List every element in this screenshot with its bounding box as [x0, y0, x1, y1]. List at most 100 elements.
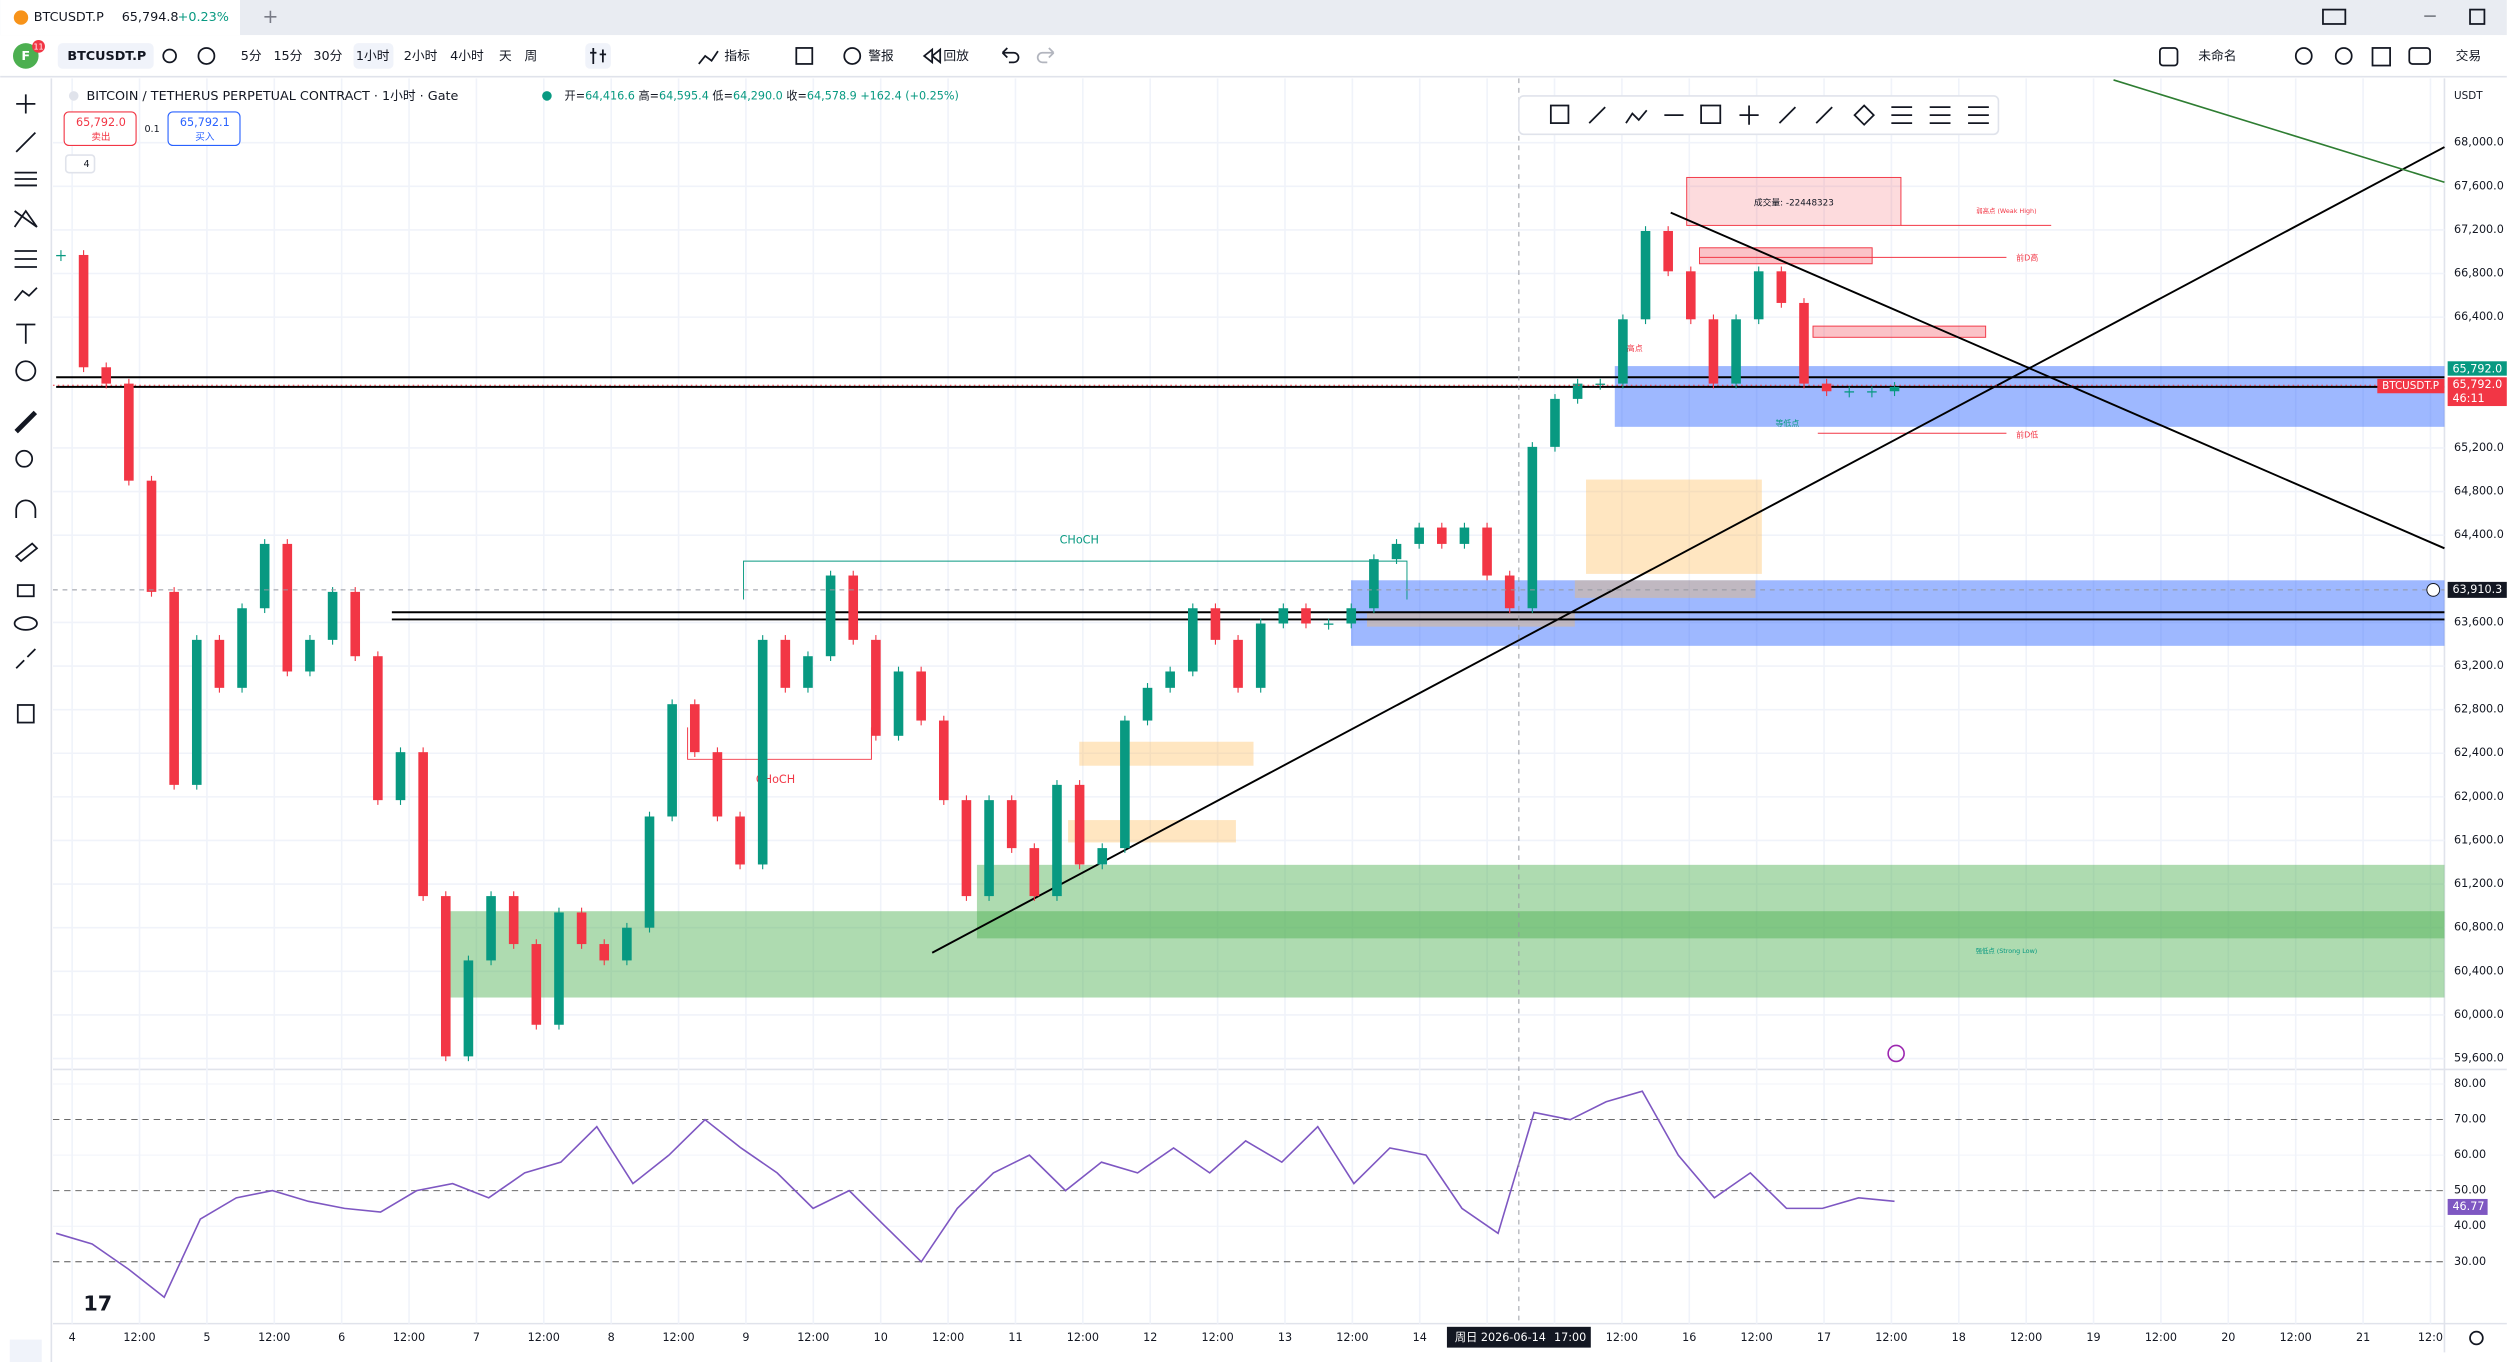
interval-button[interactable]: 15分: [273, 49, 302, 64]
alert-icon: [843, 47, 862, 65]
redo[interactable]: [1036, 47, 1055, 64]
tv-logo[interactable]: 17: [83, 1291, 112, 1315]
time-tick-label: 12:00: [258, 1331, 290, 1344]
pattern-tool[interactable]: [13, 209, 38, 228]
time-tick-label: 16: [1682, 1331, 1696, 1344]
watchlist-toggle[interactable]: [9, 1339, 42, 1362]
time-tick-label: 12:0: [2418, 1331, 2443, 1344]
chart-type[interactable]: [585, 43, 611, 69]
lock-tool[interactable]: [16, 584, 35, 598]
trendline[interactable]: [1670, 211, 2445, 550]
ohlc-label: 开=: [565, 90, 586, 103]
alert-button[interactable]: 警报: [868, 48, 894, 64]
symbol-search[interactable]: [57, 43, 154, 69]
interval-button[interactable]: 1小时: [356, 49, 390, 64]
order-block[interactable]: [1614, 366, 2445, 427]
equal-lows-label: 等低点: [1775, 418, 1799, 428]
new-tab[interactable]: +: [262, 5, 278, 28]
rsi-tick-label: 80.00: [2454, 1077, 2486, 1090]
zoom-tool[interactable]: [15, 449, 34, 468]
trendline[interactable]: [2113, 79, 2445, 184]
candle-body: [305, 639, 315, 672]
time-tick-label: 12:00: [393, 1331, 425, 1344]
indicators-count: 4: [83, 159, 89, 170]
compare-icon[interactable]: [162, 48, 177, 64]
fvg-zone[interactable]: [1068, 820, 1236, 843]
candle-body: [667, 704, 677, 817]
interval-button[interactable]: 5分: [241, 49, 262, 64]
interval-button[interactable]: 2小时: [404, 49, 438, 64]
icon-tool[interactable]: [15, 360, 37, 382]
snapshot[interactable]: [2408, 47, 2431, 65]
candle-body: [1753, 271, 1764, 320]
quantity[interactable]: 0.1: [144, 124, 159, 135]
time-tick-label: 12:00: [1606, 1331, 1638, 1344]
fvg-zone[interactable]: [1586, 479, 1762, 574]
delete-tool[interactable]: [16, 704, 35, 724]
weak-high-label: 弱高点 (Weak High): [1976, 206, 2036, 215]
trendline[interactable]: [931, 146, 2445, 954]
hide-tool[interactable]: [13, 616, 38, 631]
price-tick-label: 59,600.0: [2454, 1052, 2504, 1065]
brush-tool[interactable]: [13, 287, 38, 302]
text-tool[interactable]: [16, 323, 36, 344]
link-tool[interactable]: [15, 648, 36, 669]
interval-button[interactable]: 天: [499, 49, 512, 64]
fullscreen[interactable]: [2371, 47, 2391, 67]
indicators-button[interactable]: 指标: [724, 49, 750, 64]
window-icon[interactable]: [2322, 8, 2347, 25]
fib-tool[interactable]: [14, 171, 37, 187]
price-tick-label: 60,400.0: [2454, 964, 2504, 977]
choch-line[interactable]: [687, 727, 872, 760]
symbol-tag-box: [2377, 378, 2445, 394]
event-marker[interactable]: [1887, 1044, 1905, 1063]
cursor-tool[interactable]: [16, 94, 36, 114]
add-alert-button[interactable]: [2426, 583, 2441, 597]
layout-icon[interactable]: [2159, 47, 2179, 67]
undo[interactable]: [1001, 47, 1020, 64]
candle-body: [169, 591, 179, 785]
badge-count: 11: [33, 42, 43, 51]
demand-zone[interactable]: [443, 911, 2445, 998]
window-maximize[interactable]: [2469, 8, 2486, 25]
interval-button[interactable]: 4小时: [450, 49, 484, 64]
measure-tool[interactable]: [14, 410, 38, 434]
avatar[interactable]: [12, 43, 39, 69]
trade-button[interactable]: 交易: [2456, 48, 2482, 64]
prev-day-low-label: 前D低: [2016, 429, 2038, 439]
indicators-toggle[interactable]: [64, 154, 96, 174]
lock-drawing-tool[interactable]: [14, 542, 39, 563]
candle-body: [1731, 319, 1741, 384]
add-symbol[interactable]: [197, 47, 216, 65]
tab[interactable]: [0, 0, 240, 36]
interval-button[interactable]: 30分: [313, 49, 342, 64]
time-settings[interactable]: [2469, 1330, 2484, 1346]
magnet-tool[interactable]: [15, 499, 37, 518]
sell-button[interactable]: [63, 111, 137, 147]
supply-box[interactable]: [1812, 325, 1987, 338]
last-price-box: [2447, 361, 2507, 376]
fvg-zone[interactable]: [1574, 580, 1756, 598]
supply-box[interactable]: [1699, 247, 1873, 265]
templates-icon[interactable]: [795, 47, 814, 65]
trendline-tool[interactable]: [15, 132, 36, 153]
projection-tool[interactable]: [14, 250, 37, 268]
window-minimize[interactable]: —: [2424, 8, 2437, 23]
demand-zone[interactable]: [976, 864, 2445, 939]
choch-line[interactable]: [743, 560, 1408, 600]
layout-name[interactable]: 未命名: [2198, 48, 2236, 64]
time-tick-label: 12:00: [2145, 1331, 2177, 1344]
candle-body: [101, 367, 112, 384]
replay-button[interactable]: 回放: [943, 49, 969, 64]
currency[interactable]: USDT: [2454, 90, 2483, 102]
candle-body: [486, 896, 496, 961]
settings[interactable]: [2334, 47, 2353, 65]
palette-tools[interactable]: [1549, 104, 1989, 126]
interval-button[interactable]: 周: [525, 49, 538, 64]
fvg-zone[interactable]: [1079, 741, 1254, 766]
volume-box[interactable]: [1686, 176, 1902, 226]
buy-button[interactable]: [167, 111, 241, 147]
candle-body: [622, 927, 632, 961]
quick-search[interactable]: [2294, 47, 2313, 65]
choch-label: CHoCH: [1060, 533, 1099, 546]
